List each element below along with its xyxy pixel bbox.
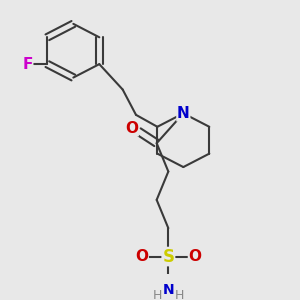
Text: O: O — [188, 249, 202, 264]
Text: S: S — [162, 248, 174, 266]
Text: H: H — [153, 290, 162, 300]
Text: O: O — [125, 121, 138, 136]
Text: N: N — [163, 284, 174, 297]
Text: O: O — [135, 249, 148, 264]
Text: N: N — [177, 106, 190, 121]
Text: H: H — [174, 290, 184, 300]
Text: F: F — [22, 57, 32, 72]
